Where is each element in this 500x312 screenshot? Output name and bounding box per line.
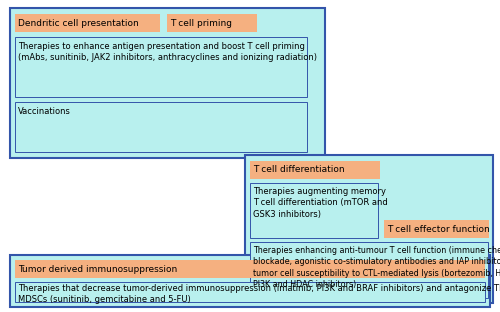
- Bar: [15, 282, 485, 302]
- Text: T cell priming: T cell priming: [170, 18, 232, 27]
- Text: Dendritic cell presentation: Dendritic cell presentation: [18, 18, 139, 27]
- Text: Vaccinations: Vaccinations: [18, 107, 71, 116]
- Bar: [15, 102, 307, 152]
- Text: Therapies that decrease tumor-derived immunosuppression (imatinib, PI3K and BRAF: Therapies that decrease tumor-derived im…: [18, 284, 500, 305]
- Bar: [167, 14, 257, 32]
- Bar: [250, 183, 378, 238]
- Text: Therapies to enhance antigen presentation and boost T cell priming
(mAbs, suniti: Therapies to enhance antigen presentatio…: [18, 42, 317, 62]
- Bar: [245, 155, 493, 303]
- Text: Therapies enhancing anti-tumour T cell function (immune checkpoint
blockade, ago: Therapies enhancing anti-tumour T cell f…: [253, 246, 500, 289]
- Bar: [15, 14, 160, 32]
- Bar: [15, 37, 307, 97]
- Text: Tumor derived immunosuppression: Tumor derived immunosuppression: [18, 265, 177, 274]
- Bar: [250, 161, 380, 179]
- Bar: [10, 255, 490, 307]
- Text: T cell effector function: T cell effector function: [387, 225, 490, 233]
- Bar: [10, 8, 325, 158]
- Bar: [15, 260, 485, 278]
- Bar: [250, 242, 488, 298]
- Text: T cell differentiation: T cell differentiation: [253, 165, 344, 174]
- Text: Therapies augmenting memory
T cell differentiation (mTOR and
GSK3 inhibitors): Therapies augmenting memory T cell diffe…: [253, 187, 388, 219]
- Bar: [384, 220, 489, 238]
